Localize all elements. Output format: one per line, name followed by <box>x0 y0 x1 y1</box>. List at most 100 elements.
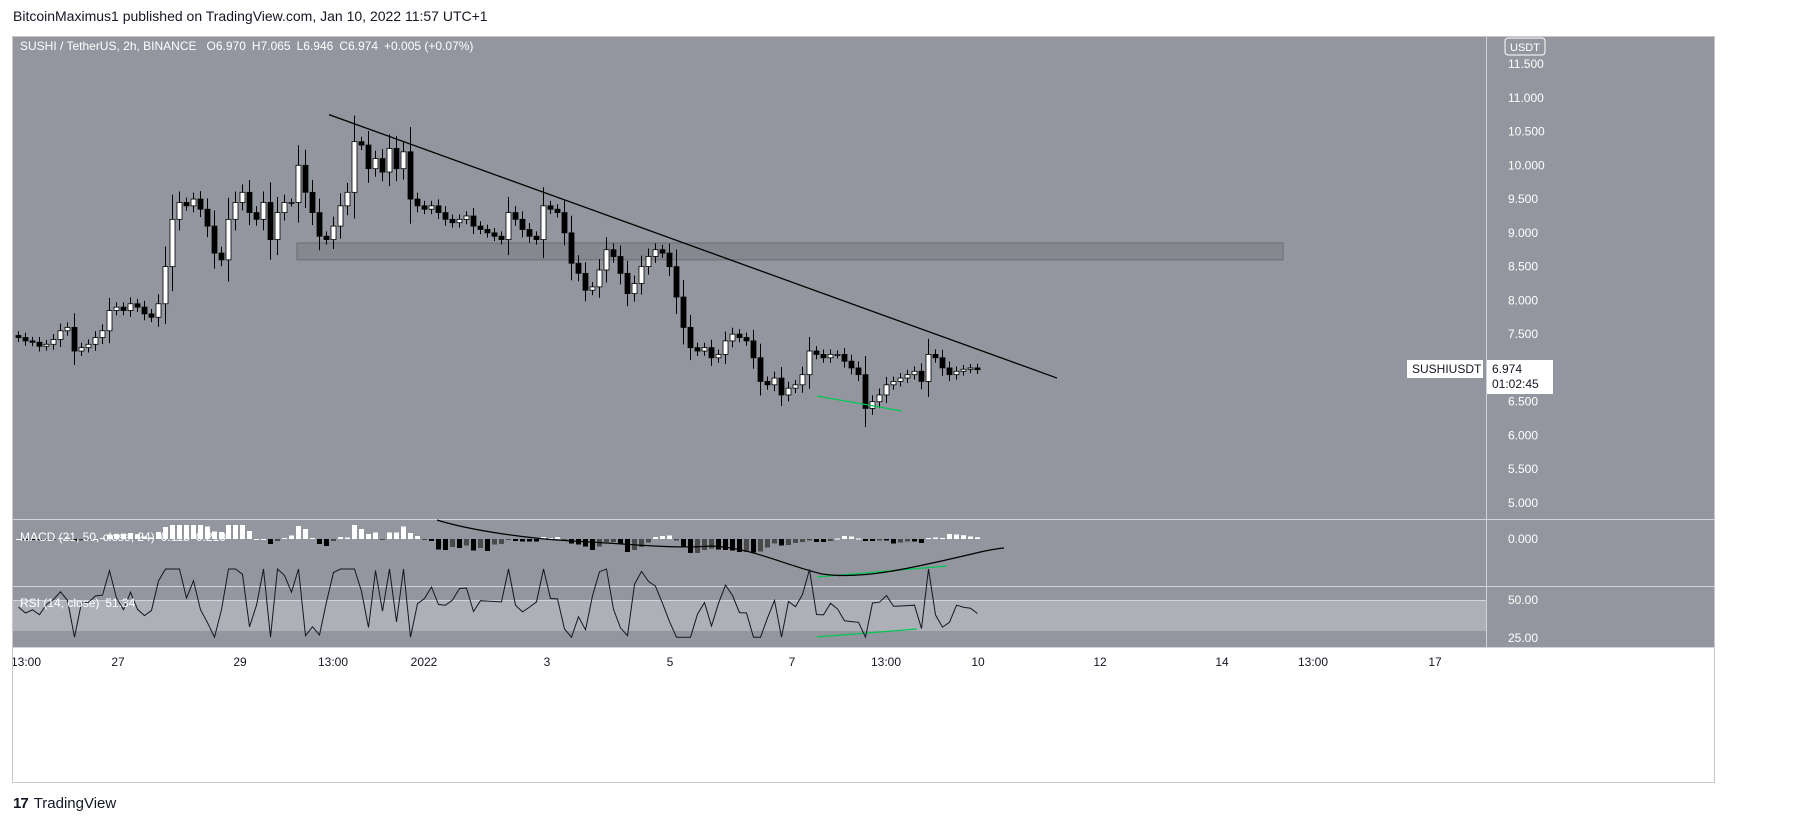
macd-histogram-bar <box>436 539 441 550</box>
time-tick-label: 13:00 <box>12 655 41 669</box>
macd-series <box>16 519 1005 577</box>
candle-body <box>267 202 274 240</box>
macd-histogram-bar <box>765 539 770 548</box>
candle-body <box>253 212 260 220</box>
candle-body <box>519 218 526 230</box>
candle-body <box>246 191 253 213</box>
descending-trendline[interactable] <box>328 114 1058 379</box>
candle-body <box>78 347 85 352</box>
macd-histogram-bar <box>282 538 287 539</box>
macd-histogram-bar <box>772 539 777 544</box>
time-tick-label: 13:00 <box>1298 655 1328 669</box>
macd-histogram-bar <box>618 539 623 544</box>
candle-body <box>939 357 946 369</box>
footer-brand: TradingView <box>33 795 117 812</box>
macd-histogram-bar <box>660 536 665 539</box>
macd-histogram-bar <box>863 539 868 541</box>
macd-histogram-bar <box>520 539 525 542</box>
macd-legend[interactable]: MACD (21, 50, close, 24) 0.115 0.210 <box>20 530 226 544</box>
time-tick-label: 3 <box>544 655 551 669</box>
time-axis[interactable] <box>12 648 1715 683</box>
macd-histogram-bar <box>667 535 672 539</box>
candle-body <box>708 347 715 359</box>
macd-histogram-bar <box>338 537 343 539</box>
candle-body <box>281 202 288 213</box>
macd-histogram-bar <box>170 525 175 539</box>
candle-body <box>456 218 463 224</box>
bar-countdown: 01:02:45 <box>1492 377 1539 391</box>
candle-body <box>393 148 400 170</box>
macd-histogram-bar <box>926 538 931 539</box>
candle-body <box>43 343 50 347</box>
candle-body <box>85 343 92 349</box>
macd-histogram-bar <box>534 539 539 542</box>
macd-histogram-bar <box>394 532 399 539</box>
candle-body <box>92 337 99 345</box>
candle-body <box>967 367 974 370</box>
price-tick-label: 7.500 <box>1508 327 1538 341</box>
macd-histogram-bar <box>625 539 630 552</box>
candle-body <box>589 286 596 291</box>
candle-body <box>148 313 155 318</box>
last-price-marker <box>1487 360 1553 394</box>
candle-body <box>449 218 456 224</box>
macd-histogram-bar <box>121 533 126 539</box>
price-tick-label: 11.500 <box>1508 57 1544 71</box>
macd-histogram-bar <box>674 539 679 541</box>
macd-histogram-bar <box>611 539 616 542</box>
rsi-series <box>18 567 978 639</box>
macd-histogram-bar <box>135 534 140 539</box>
macd-histogram-bar <box>317 539 322 544</box>
macd-histogram-bar <box>163 527 168 539</box>
macd-histogram-bar <box>919 539 924 543</box>
macd-histogram-bar <box>387 532 392 539</box>
macd-histogram-bar <box>345 537 350 539</box>
macd-histogram-bar <box>198 525 203 539</box>
candle-body <box>687 326 694 349</box>
price-tick-label: 11.000 <box>1508 91 1544 105</box>
candle-body <box>911 370 918 376</box>
macd-axis-tick: 0.000 <box>1508 532 1538 546</box>
macd-histogram-bar <box>219 532 224 539</box>
candle-body <box>848 360 855 369</box>
candle-body <box>715 354 722 359</box>
candle-body <box>183 202 190 207</box>
candle-body <box>29 340 36 343</box>
macd-histogram-bar <box>849 536 854 539</box>
candle-body <box>484 229 491 234</box>
rsi-line <box>18 567 978 639</box>
symbol-legend[interactable]: SUSHI / TetherUS, 2h, BINANCE O6.970 H7.06… <box>20 39 473 53</box>
candle-body <box>204 208 211 227</box>
candle-body <box>785 387 792 396</box>
macd-histogram-bar <box>79 539 84 541</box>
candle-body <box>862 374 869 409</box>
macd-histogram-bar <box>646 539 651 543</box>
candle-body <box>505 212 512 240</box>
candle-body <box>113 306 120 311</box>
candle-body <box>239 191 246 203</box>
macd-histogram-bar <box>898 539 903 543</box>
candle-body <box>288 202 295 204</box>
price-axis[interactable] <box>1486 36 1715 648</box>
rsi-legend[interactable]: RSI (14, close) 51.34 <box>20 596 136 610</box>
tradingview-logo-icon: 17 <box>13 795 29 812</box>
candle-body <box>820 354 827 359</box>
macd-histogram-bar <box>730 539 735 551</box>
price-pane[interactable] <box>12 36 1715 519</box>
chart-area[interactable]: 11.500 11.000 10.500 10.000 9.500 9.000 8.500 8… <box>12 36 1715 783</box>
candle-body <box>15 335 22 338</box>
macd-histogram-bar <box>513 539 518 541</box>
candle-body <box>407 151 414 200</box>
candle-body <box>162 266 169 305</box>
candle-body <box>344 191 351 207</box>
candle-body <box>645 256 652 268</box>
candle-body <box>806 350 813 376</box>
candle-body <box>778 377 785 396</box>
macd-histogram-bar <box>380 539 385 540</box>
macd-histogram-bar <box>478 539 483 548</box>
candle-body <box>652 249 659 257</box>
currency-badge[interactable] <box>1504 37 1546 56</box>
macd-histogram-bar <box>842 536 847 539</box>
candle-body <box>141 306 148 315</box>
candle-body <box>309 191 316 213</box>
